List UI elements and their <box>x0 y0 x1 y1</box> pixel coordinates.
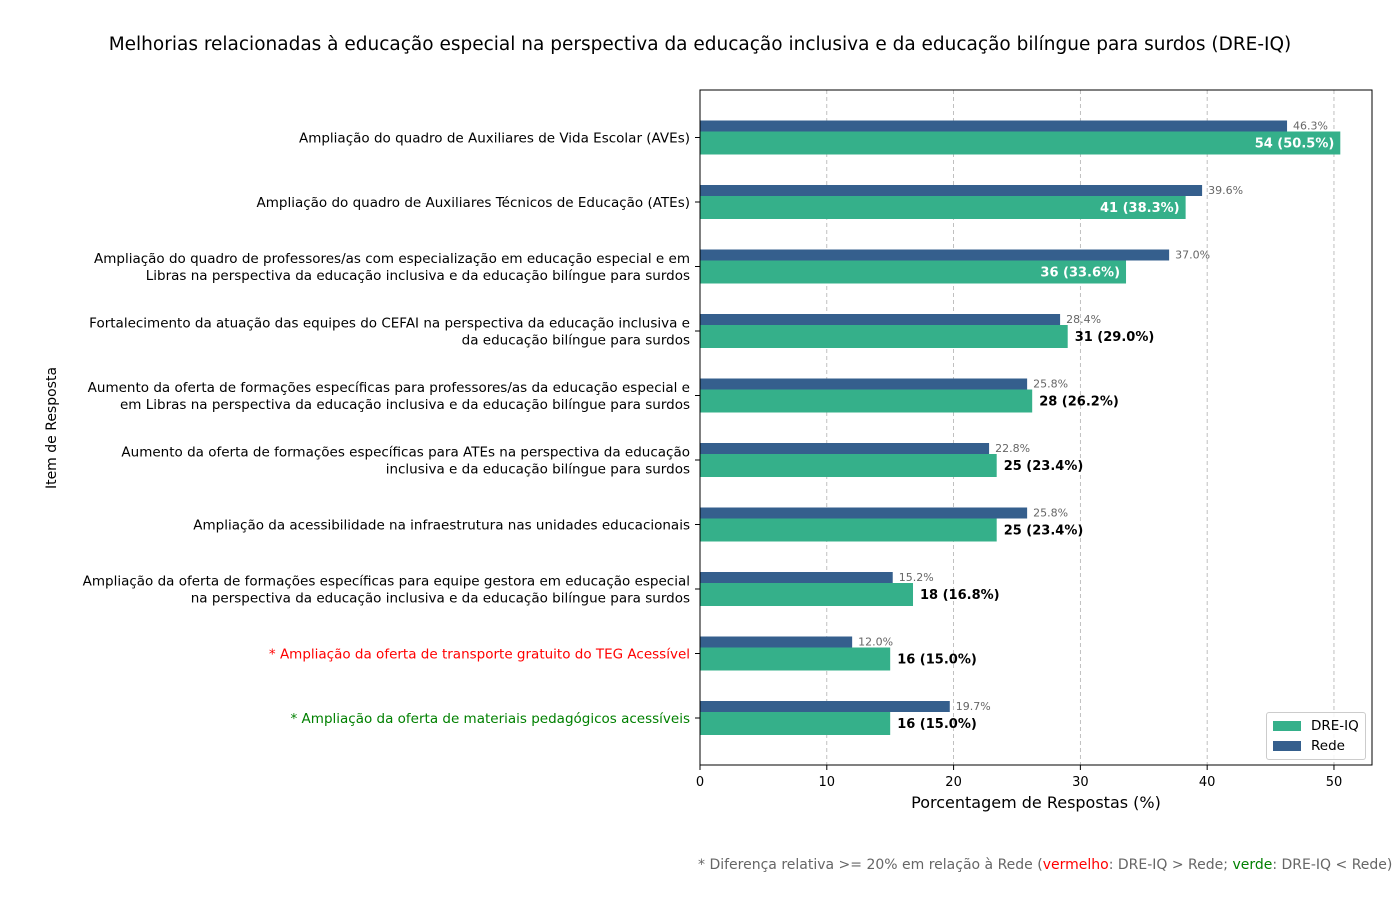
category-label: em Libras na perspectiva da educação inc… <box>120 397 690 413</box>
category-label: Ampliação da acessibilidade na infraestr… <box>193 518 690 534</box>
value-label-dre: 18 (16.8%) <box>920 588 1000 603</box>
bar-rede <box>700 378 1028 390</box>
bar-rede <box>700 314 1061 325</box>
category-label: inclusiva e da educação bilíngue para su… <box>386 462 690 478</box>
bar-rede <box>700 443 990 454</box>
category-labels: Ampliação do quadro de Auxiliares de Vid… <box>83 131 690 728</box>
bar-rede <box>700 572 893 583</box>
category-label: Ampliação do quadro de professores/as co… <box>94 251 690 267</box>
value-labels: 46.3% 54 (50.5%) 39.6% 41 (38.3%) 37.0% 36 (3… <box>858 120 1334 733</box>
x-tick-label: 20 <box>945 775 962 790</box>
category-label: Ampliação do quadro de Auxiliares de Vid… <box>299 131 690 147</box>
footnote-prefix: * Diferença relativa >= 20% em relação à… <box>698 857 1043 873</box>
bar-rede <box>700 701 950 712</box>
category-label: na perspectiva da educação inclusiva e d… <box>191 591 690 607</box>
legend-label-dre: DRE-IQ <box>1311 718 1359 734</box>
x-axis-label: Porcentagem de Respostas (%) <box>911 793 1161 812</box>
legend-swatch-dre <box>1273 721 1301 731</box>
value-label-rede: 19.7% <box>956 700 991 713</box>
category-label: Ampliação da oferta de formações específ… <box>83 574 690 590</box>
value-label-rede: 22.8% <box>995 442 1030 455</box>
x-tick-label: 50 <box>1326 775 1343 790</box>
bar-dre <box>700 454 997 477</box>
value-label-dre: 25 (23.4%) <box>1004 459 1084 474</box>
value-label-rede: 12.0% <box>858 636 893 649</box>
value-label-rede: 37.0% <box>1175 249 1210 262</box>
bars <box>700 120 1341 735</box>
x-tick-label: 30 <box>1072 775 1089 790</box>
bar-dre <box>700 583 914 606</box>
category-label: da educação bilíngue para surdos <box>462 333 690 349</box>
value-label-dre: 16 (15.0%) <box>897 717 977 732</box>
footnote-middle: : DRE-IQ > Rede; <box>1108 857 1233 873</box>
bar-dre <box>700 518 997 542</box>
category-label: Aumento da oferta de formações específic… <box>88 380 690 396</box>
bar-dre <box>700 196 1186 219</box>
category-label: Ampliação do quadro de Auxiliares Técnic… <box>256 195 690 211</box>
x-tick-label: 10 <box>819 775 836 790</box>
value-label-dre: 36 (33.6%) <box>1040 266 1120 281</box>
value-label-rede: 28.4% <box>1066 313 1101 326</box>
bar-dre <box>700 131 1341 155</box>
value-label-dre: 31 (29.0%) <box>1075 330 1155 345</box>
legend: DRE-IQ Rede <box>1266 712 1366 760</box>
value-label-rede: 25.8% <box>1033 378 1068 391</box>
plot-frame <box>699 89 1373 766</box>
bar-rede <box>700 185 1203 196</box>
category-label: Aumento da oferta de formações específic… <box>121 445 690 461</box>
value-label-dre: 25 (23.4%) <box>1004 524 1084 539</box>
footnote: * Diferença relativa >= 20% em relação à… <box>698 857 1392 873</box>
bar-rede <box>700 249 1170 261</box>
bar-dre <box>700 712 891 735</box>
legend-item-rede: Rede <box>1273 737 1345 755</box>
legend-swatch-rede <box>1273 741 1301 751</box>
category-label: * Ampliação da oferta de materiais pedag… <box>291 711 690 727</box>
x-tick-label: 0 <box>696 775 704 790</box>
value-label-dre: 54 (50.5%) <box>1255 137 1335 152</box>
bar-rede <box>700 120 1288 132</box>
legend-item-dre: DRE-IQ <box>1273 717 1359 735</box>
category-label: * Ampliação da oferta de transporte grat… <box>269 647 690 663</box>
x-tick-label: 40 <box>1199 775 1216 790</box>
value-label-dre: 16 (15.0%) <box>897 653 977 668</box>
category-label: Libras na perspectiva da educação inclus… <box>146 268 690 284</box>
bar-dre <box>700 260 1127 284</box>
value-label-rede: 25.8% <box>1033 507 1068 520</box>
y-axis-label: Item de Resposta <box>44 367 60 489</box>
legend-label-rede: Rede <box>1311 738 1345 754</box>
category-label: Fortalecimento da atuação das equipes do… <box>89 316 690 332</box>
footnote-suffix: : DRE-IQ < Rede) <box>1272 857 1393 873</box>
footnote-green-word: verde <box>1232 857 1273 873</box>
bar-dre <box>700 647 891 671</box>
value-label-dre: 28 (26.2%) <box>1039 395 1119 410</box>
axes: 0 10 20 30 40 50 <box>695 89 1373 790</box>
value-label-rede: 46.3% <box>1293 120 1328 133</box>
value-label-rede: 39.6% <box>1208 184 1243 197</box>
value-label-dre: 41 (38.3%) <box>1100 201 1180 216</box>
chart-title: Melhorias relacionadas à educação especi… <box>108 34 1292 55</box>
bar-dre <box>700 389 1033 413</box>
footnote-red-word: vermelho <box>1042 857 1109 873</box>
bar-dre <box>700 325 1068 348</box>
bar-rede <box>700 507 1028 519</box>
value-label-rede: 15.2% <box>899 571 934 584</box>
bar-rede <box>700 636 853 648</box>
